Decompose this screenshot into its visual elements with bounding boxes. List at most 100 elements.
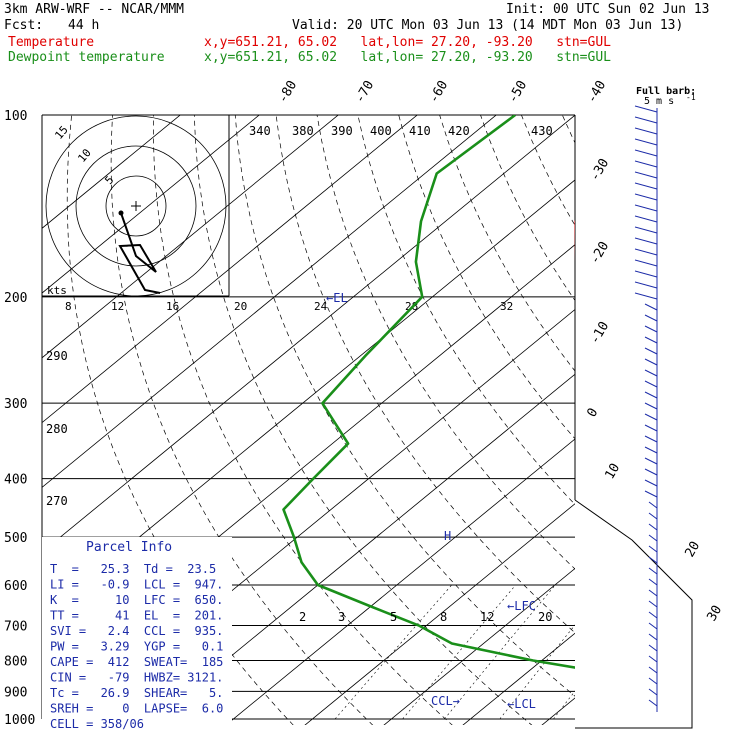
dewpoint-profile (282, 115, 575, 669)
wind-barb (648, 534, 658, 542)
wind-barb (648, 655, 658, 663)
wind-barb (634, 105, 658, 113)
wind-barb (634, 281, 658, 289)
wind-barb (634, 248, 658, 256)
wind-barb (634, 171, 658, 179)
isotherm (541, 697, 575, 725)
mixing-ratio-line (666, 585, 740, 719)
wind-barb (648, 501, 658, 509)
isotherm-label-top: -80 (275, 78, 300, 106)
theta-label-left: 280 (46, 422, 68, 436)
isotherm (613, 102, 740, 732)
hodo-speed-label: 20 (234, 300, 247, 313)
wind-barb (648, 633, 658, 641)
hodo-speed-label: 8 (65, 300, 72, 313)
dry-adiabat (685, 115, 740, 732)
wind-barb (634, 215, 658, 223)
isotherm (304, 503, 575, 725)
wind-barb (648, 600, 658, 608)
wind-barb (634, 204, 658, 212)
wind-barb (644, 413, 658, 421)
theta-label: 430 (531, 124, 553, 138)
isotherm-label-right: 10 (602, 461, 623, 482)
hodograph-start (118, 210, 124, 216)
isotherm (42, 115, 418, 424)
mixing-ratio-line (553, 690, 575, 720)
pressure-label-600: 600 (4, 579, 27, 594)
dewpoint-legend: Dewpoint temperature (8, 50, 165, 65)
wind-barb (648, 688, 658, 696)
hodo-speed-label: 16 (166, 300, 179, 313)
parcel-info-row: CELL = 358/06 (50, 717, 144, 731)
isotherm (692, 102, 740, 732)
hodograph-trace (118, 212, 161, 294)
temperature-location: x,y=651.21, 65.02 lat,lon= 27.20, -93.20… (204, 35, 611, 50)
mixing-ratio-label: 2 (299, 610, 306, 624)
dry-adiabat (110, 115, 374, 725)
hodo-speed-label: 32 (500, 300, 513, 313)
barb-legend-unit: -1 (686, 93, 696, 102)
parcel-info-row: CAPE = 412 SWEAT= 185 (50, 655, 223, 669)
hodograph-ring (75, 145, 197, 267)
parcel-info-row: LI = -0.9 LCL = 947. (50, 578, 223, 592)
wind-barb (634, 116, 658, 124)
parcel-info-row: CIN = -79 HWBZ= 3121. (50, 671, 223, 685)
valid-time: Valid: 20 UTC Mon 03 Jun 13 (14 MDT Mon … (292, 18, 684, 33)
theta-label: 380 (292, 124, 314, 138)
forecast-hours: 44 h (68, 18, 100, 33)
temperature-legend: Temperature (8, 35, 95, 50)
barb-legend-value: 5 m s (644, 96, 674, 107)
parcel-info-row: K = 10 LFC = 650. (50, 593, 223, 607)
theta-label: 400 (370, 124, 392, 138)
isotherm (146, 373, 575, 725)
hodo-ring-label: 10 (75, 146, 93, 165)
wind-barb (634, 127, 658, 135)
parcel-info-row: Tc = 26.9 SHEAR= 5. (50, 686, 223, 700)
isotherm-label-right: -20 (587, 239, 612, 267)
wind-barb (648, 556, 658, 564)
pressure-label-100: 100 (4, 109, 27, 124)
pressure-label-400: 400 (4, 473, 27, 488)
dry-adiabat (316, 115, 575, 570)
parcel-info-row: SREH = 0 LAPSE= 6.0 (50, 702, 223, 716)
wind-barb (634, 160, 658, 168)
pressure-label-1000: 1000 (4, 713, 35, 728)
hodo-unit-label: kts (47, 284, 67, 297)
pressure-label-500: 500 (4, 531, 27, 546)
theta-label-left: 270 (46, 494, 68, 508)
dry-adiabat (726, 115, 740, 732)
barb-legend-title: Full barb: (636, 86, 696, 97)
forecast-label: Fcst: (4, 18, 44, 33)
lower-right-panel (574, 499, 693, 729)
lfc-marker: ←LFC (507, 599, 536, 613)
hodo-ring-label: 15 (52, 123, 70, 142)
theta-label: 340 (249, 124, 271, 138)
init-time: Init: 00 UTC Sun 02 Jun 13 (506, 2, 710, 17)
hodo-speed-label: 12 (111, 300, 124, 313)
wind-barb (634, 182, 658, 190)
wind-barb (634, 193, 658, 201)
dry-adiabat (275, 115, 575, 634)
theta-label: 390 (331, 124, 353, 138)
mixing-ratio-label: 8 (440, 610, 447, 624)
isotherm-label-right: 30 (704, 603, 725, 624)
wind-barb (648, 578, 658, 586)
wind-barb (648, 677, 658, 685)
hodograph-center-icon (131, 201, 141, 211)
isotherm-label-right: 0 (584, 406, 601, 420)
pressure-label-900: 900 (4, 685, 27, 700)
wind-barb (644, 435, 658, 443)
wind-barb (648, 523, 658, 531)
isotherm-label-top: -60 (426, 78, 451, 106)
isotherm-label-top: -70 (352, 78, 377, 106)
theta-label-left: 290 (46, 349, 68, 363)
wind-barb (648, 567, 658, 575)
dry-adiabat (439, 115, 575, 372)
dry-adiabat (234, 115, 575, 697)
pressure-label-800: 800 (4, 654, 27, 669)
hwbz-marker: H (444, 529, 451, 543)
parcel-info-row: SVI = 2.4 CCL = 935. (50, 624, 223, 638)
wind-barb (648, 589, 658, 597)
theta-label: 410 (409, 124, 431, 138)
